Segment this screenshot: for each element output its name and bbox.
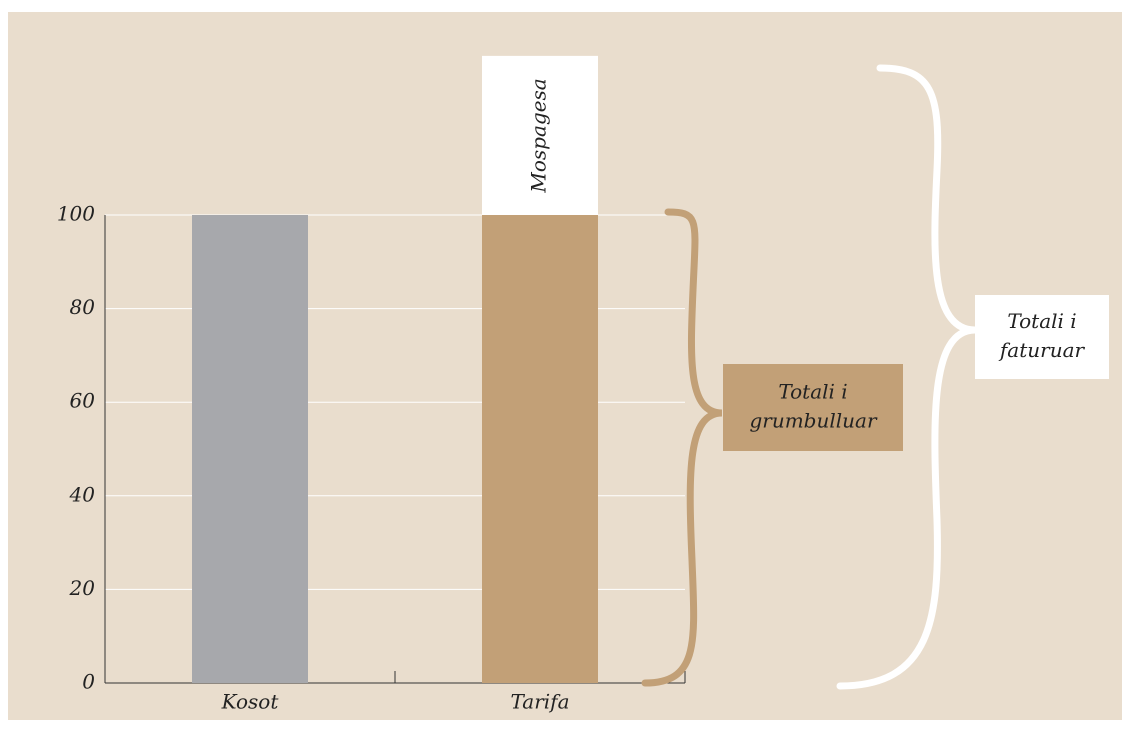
- stack-label: Mospagesa: [527, 78, 551, 193]
- y-tick-label: 40: [69, 482, 96, 506]
- brace-invoiced: [836, 64, 976, 690]
- y-tick-label: 60: [70, 389, 96, 413]
- x-tick-label: Kosot: [221, 690, 280, 714]
- y-tick-label: 100: [57, 202, 95, 226]
- x-tick-label: Tarifa: [511, 690, 570, 714]
- y-tick-label: 80: [70, 295, 96, 319]
- annotation-box: [723, 364, 903, 451]
- bar: [192, 215, 308, 683]
- bar: [482, 215, 598, 683]
- stack-segment: [482, 55, 598, 215]
- marks: Kosot Tarifa Mospagesa: [192, 55, 598, 714]
- y-tick-label: 0: [82, 670, 95, 694]
- annotation-text: Totali i: [1007, 309, 1076, 333]
- annotation-text: grumbulluar: [749, 409, 877, 433]
- annotations: Totali i grumbulluar Totali i faturuar: [723, 295, 1109, 451]
- y-tick-label: 20: [69, 576, 96, 600]
- annotation-text: Totali i: [778, 380, 847, 404]
- brace-accumulated: [641, 208, 723, 687]
- annotation-box: [975, 295, 1109, 379]
- annotation-text: faturuar: [998, 338, 1086, 362]
